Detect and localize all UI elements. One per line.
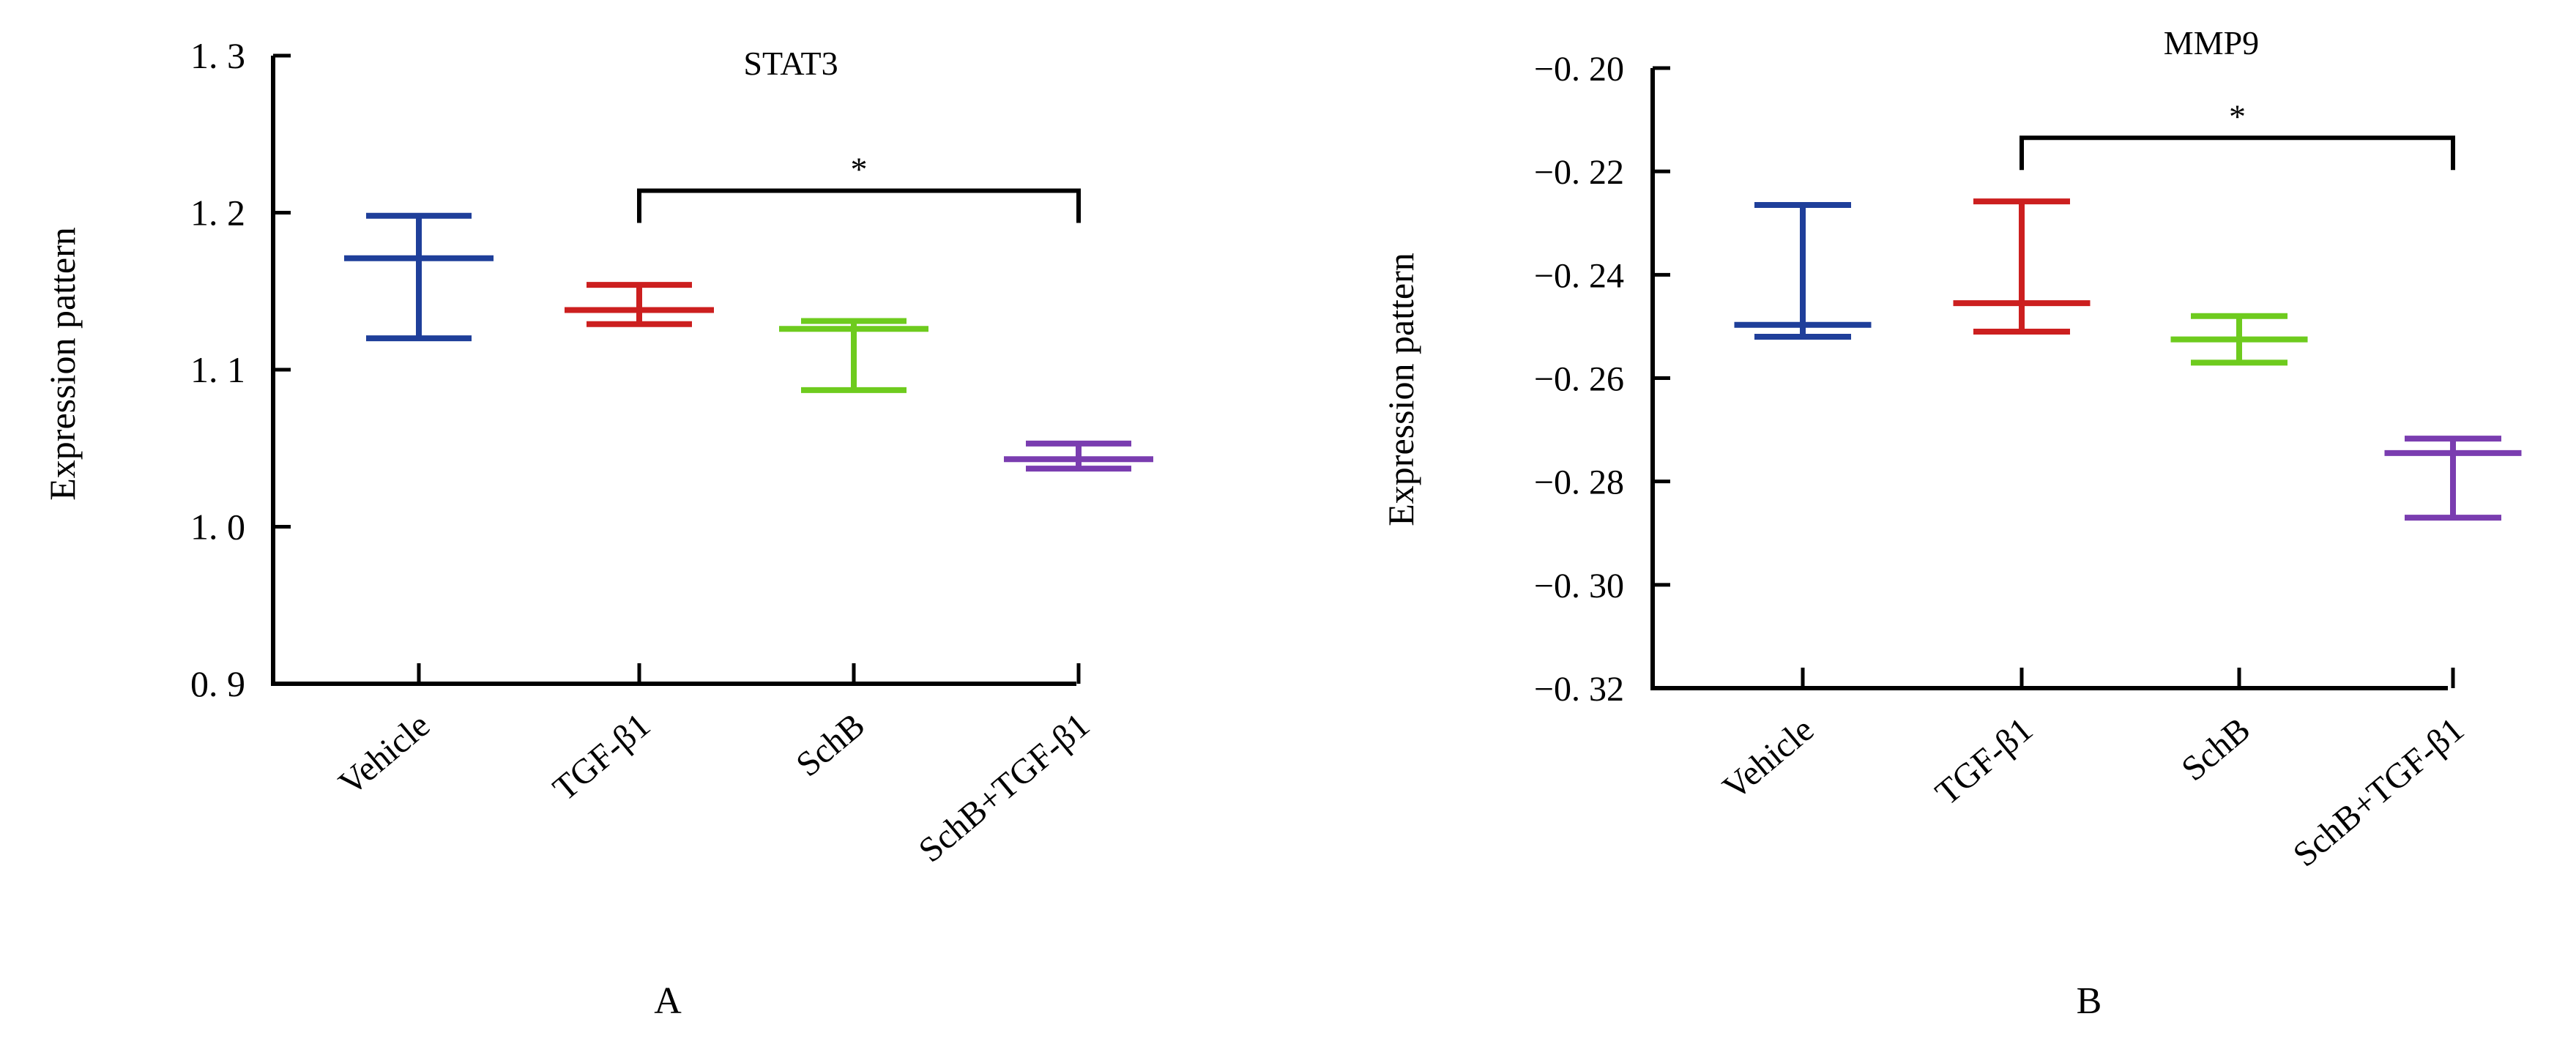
x-tick-label: Vehicle: [1716, 710, 1821, 807]
panel-b-annotation: *: [2020, 97, 2455, 171]
panel-a-annotation: *: [637, 150, 1081, 223]
panel-a: STAT3 Expression pattern 1. 31. 21. 11. …: [42, 35, 1153, 1022]
y-tick-label: −0. 32: [1534, 670, 1624, 709]
panel-a-yticks: 1. 3 1. 2 1. 1 1. 0 0. 9: [190, 35, 291, 704]
error-bar: [2384, 436, 2522, 521]
x-tick-label: TGF-β1: [1928, 710, 2040, 813]
y-tick-label: 1. 3: [190, 35, 245, 76]
panel-b: MMP9 Expression pattern −0. 20−0. 22−0. …: [1380, 24, 2522, 1022]
y-tick-label: −0. 30: [1534, 567, 1624, 605]
panel-a-ylabel: Expression pattern: [42, 227, 83, 501]
error-bar: [1004, 440, 1153, 472]
y-tick-label: 1. 0: [190, 507, 245, 548]
error-bar: [779, 318, 928, 393]
y-tick-label: −0. 20: [1534, 50, 1624, 89]
significance-star: *: [851, 150, 868, 187]
panel-b-xticks: Vehicle TGF-β1 SchB SchB+TGF-β1: [1716, 668, 2471, 874]
panel-b-ylabel: Expression pattern: [1380, 253, 1421, 526]
y-tick-label: −0. 26: [1534, 360, 1624, 399]
error-bar: [1953, 198, 2091, 335]
panel-a-label: A: [654, 980, 682, 1022]
x-tick-label: SchB: [2174, 710, 2257, 788]
x-tick-label: Vehicle: [332, 706, 437, 803]
y-tick-label: 1. 2: [190, 193, 245, 234]
panel-b-yticks: −0. 20 −0. 22 −0. 24 −0. 26 −0. 28 −0. 30 −0. …: [1534, 50, 1670, 709]
error-bar: [565, 282, 714, 327]
panel-a-xticks: Vehicle TGF-β1 SchB SchB+TGF-β1: [332, 663, 1097, 870]
panel-b-label: B: [2077, 980, 2102, 1022]
y-tick-label: −0. 28: [1534, 463, 1624, 502]
panel-b-title: MMP9: [2164, 24, 2259, 61]
x-tick-label: TGF-β1: [546, 706, 658, 808]
x-tick-label: SchB: [789, 706, 872, 784]
panel-a-title: STAT3: [743, 45, 838, 82]
x-tick-label: SchB+TGF-β1: [912, 706, 1097, 870]
y-tick-label: 0. 9: [190, 663, 245, 704]
significance-star: *: [2229, 97, 2246, 135]
y-tick-label: −0. 22: [1534, 153, 1624, 192]
significance-bracket: [2020, 135, 2455, 171]
panel-b-marks: [1734, 198, 2522, 521]
y-tick-label: 1. 1: [190, 349, 245, 390]
x-tick-label: SchB+TGF-β1: [2286, 710, 2471, 875]
y-tick-label: −0. 24: [1534, 256, 1624, 295]
significance-bracket: [637, 188, 1081, 223]
error-bar: [344, 212, 494, 342]
panel-a-marks: [344, 212, 1153, 472]
error-bar: [1734, 202, 1872, 340]
error-bar: [2170, 313, 2308, 366]
